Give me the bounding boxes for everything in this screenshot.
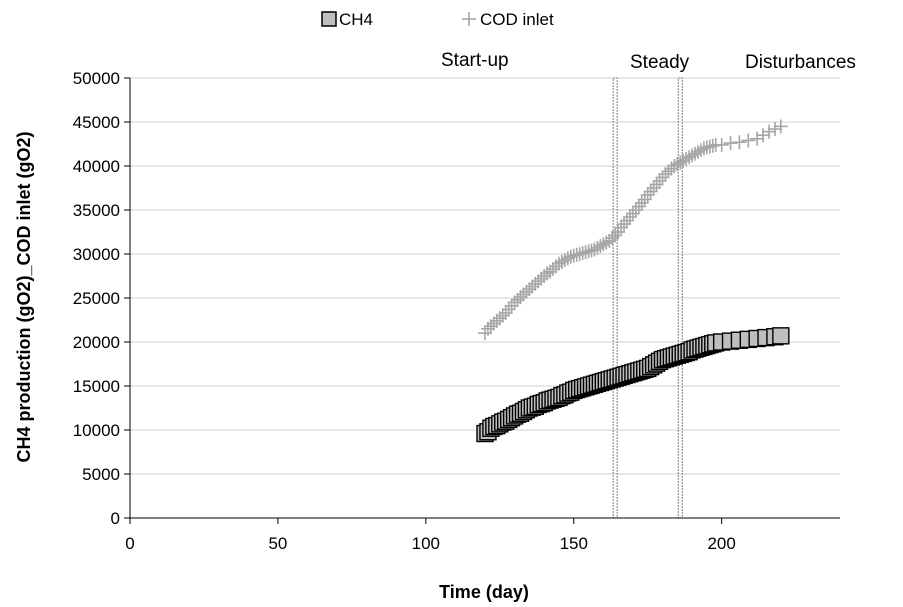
cod-inlet-point xyxy=(605,231,620,246)
cod-inlet-point xyxy=(750,131,765,146)
cod-inlet-point xyxy=(773,119,788,134)
y-tick-label: 30000 xyxy=(73,245,120,264)
cod-inlet-point xyxy=(504,298,519,313)
cod-inlet-point xyxy=(673,155,688,170)
cod-inlet-point xyxy=(691,144,705,159)
cod-inlet-point xyxy=(634,195,649,210)
cod-inlet-point xyxy=(640,188,655,203)
cod-inlet-point xyxy=(575,246,590,261)
x-tick-label: 200 xyxy=(707,534,735,553)
cod-inlet-point xyxy=(679,151,694,166)
cod-inlet-point xyxy=(714,137,729,152)
cod-inlet-point xyxy=(596,237,611,252)
y-tick-label: 20000 xyxy=(73,333,120,352)
cod-inlet-point xyxy=(590,240,605,255)
y-axis-title: CH4 production (gO2)_COD inlet (gO2) xyxy=(14,131,34,462)
legend-marker-cod-inlet xyxy=(462,12,476,26)
y-tick-label: 50000 xyxy=(73,69,120,88)
cod-inlet-point xyxy=(551,256,566,271)
cod-inlet-point xyxy=(608,228,623,243)
y-tick-label: 5000 xyxy=(82,465,120,484)
cod-inlet-point xyxy=(498,305,513,320)
cod-inlet-point xyxy=(667,159,682,173)
y-tick-label: 45000 xyxy=(73,113,120,132)
cod-inlet-point xyxy=(685,148,700,163)
cod-inlet-point xyxy=(693,143,708,158)
x-tick-label: 100 xyxy=(412,534,440,553)
cod-inlet-point xyxy=(560,251,575,266)
cod-inlet-point xyxy=(732,135,747,150)
cod-inlet-point xyxy=(741,133,756,148)
phase-label-steady: Steady xyxy=(630,52,690,73)
cod-inlet-point xyxy=(723,136,738,151)
cod-inlet-point xyxy=(581,244,596,259)
cod-inlet-point xyxy=(643,184,658,199)
cod-inlet-point xyxy=(756,128,771,143)
phase-label-disturbances: Disturbances xyxy=(745,52,856,73)
y-tick-label: 15000 xyxy=(73,377,120,396)
x-tick-label: 150 xyxy=(560,534,588,553)
cod-inlet-point xyxy=(702,139,717,154)
series-cod-inlet xyxy=(478,119,788,341)
series-ch4 xyxy=(476,327,790,443)
legend-label-cod-inlet: COD inlet xyxy=(480,10,554,29)
y-tick-label: 0 xyxy=(111,509,120,528)
cod-inlet-point xyxy=(652,173,667,188)
cod-inlet-point xyxy=(617,217,632,232)
cod-inlet-point xyxy=(614,220,629,235)
cod-inlet-point xyxy=(572,247,587,261)
cod-inlet-point xyxy=(622,210,637,225)
cod-inlet-point xyxy=(584,243,599,258)
cod-inlet-point xyxy=(670,157,685,172)
cod-inlet-point xyxy=(696,141,711,156)
y-tick-label: 40000 xyxy=(73,157,120,176)
legend-marker-ch4 xyxy=(321,11,337,27)
cod-inlet-point xyxy=(676,153,691,168)
cod-inlet-point xyxy=(628,203,643,217)
cod-inlet-point xyxy=(767,122,782,137)
cod-inlet-point xyxy=(593,239,608,254)
cod-inlet-point xyxy=(501,302,516,317)
x-tick-label: 50 xyxy=(268,534,287,553)
phase-label-start-up: Start-up xyxy=(441,50,509,71)
ch4-point xyxy=(772,327,790,345)
cod-inlet-point xyxy=(557,253,572,268)
cod-inlet-point xyxy=(699,140,714,155)
cod-inlet-point xyxy=(554,254,569,269)
x-tick-label: 0 xyxy=(125,534,134,553)
cod-inlet-point xyxy=(563,249,578,264)
grid xyxy=(130,77,840,475)
y-tick-label: 25000 xyxy=(73,289,120,308)
cod-inlet-point xyxy=(655,170,670,185)
cod-inlet-point xyxy=(569,247,584,262)
ticks: 0 5000 10000 15000 20000 25000 30000 35000 40000… xyxy=(73,69,736,553)
legend: CH4 COD inlet xyxy=(321,10,554,29)
cod-inlet-point xyxy=(705,138,720,153)
cod-inlet-point xyxy=(649,177,664,192)
cod-inlet-point xyxy=(566,248,581,263)
cod-inlet-point xyxy=(587,242,602,257)
cod-inlet-point xyxy=(495,308,510,323)
cod-inlet-point xyxy=(578,245,593,260)
cod-inlet-point xyxy=(688,146,703,161)
cod-inlet-point xyxy=(646,181,661,195)
cod-inlet-point xyxy=(625,206,640,221)
x-axis-title: Time (day) xyxy=(439,582,529,602)
y-tick-label: 10000 xyxy=(73,421,120,440)
cod-inlet-point xyxy=(762,124,776,139)
y-tick-label: 35000 xyxy=(73,201,120,220)
cod-inlet-point xyxy=(682,150,697,165)
cod-inlet-point xyxy=(620,213,634,228)
legend-label-ch4: CH4 xyxy=(339,10,373,29)
cod-inlet-point xyxy=(631,199,646,214)
